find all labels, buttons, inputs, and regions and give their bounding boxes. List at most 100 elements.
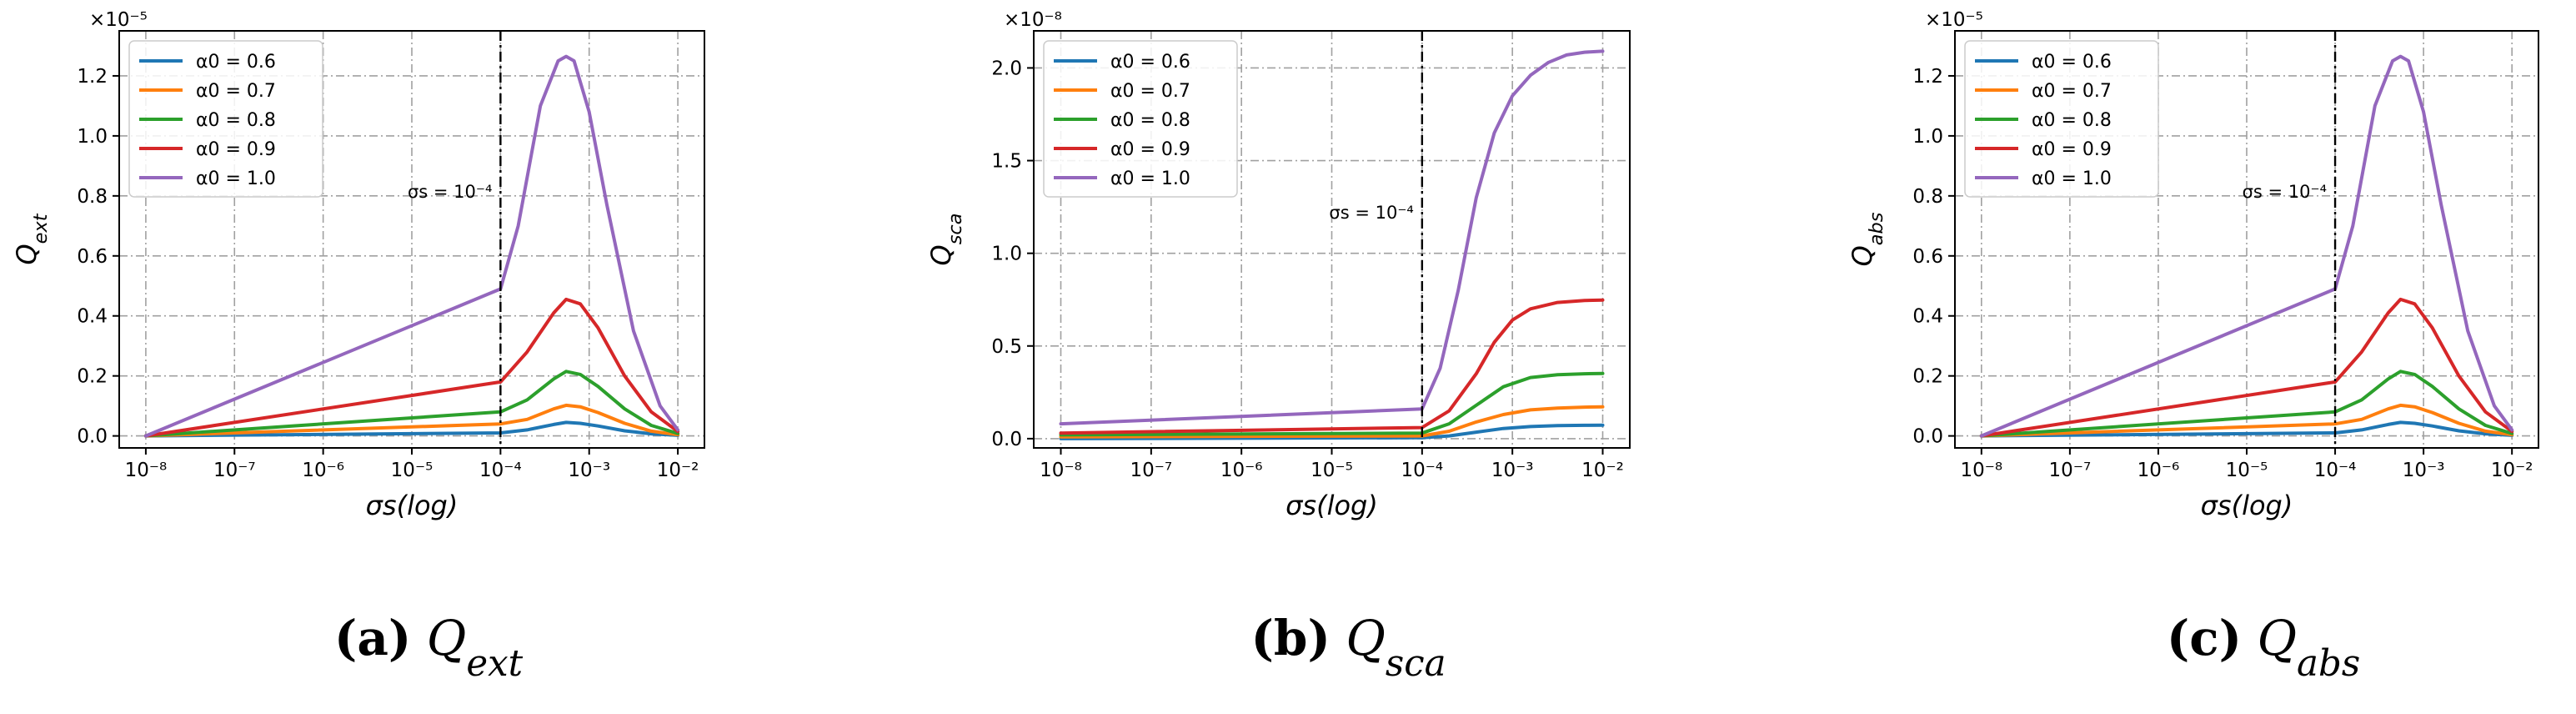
caption-letter: (a)	[334, 610, 411, 666]
scale-label: ×10⁻⁵	[1925, 9, 1983, 31]
legend: α0 = 0.6 α0 = 0.7 α0 = 0.8 α0 = 0.9 α0 = 1.0	[1964, 40, 2159, 198]
legend-box	[128, 40, 323, 198]
threshold-label: σs = 10⁻⁴	[408, 182, 492, 202]
y-tick-label: 1.0	[1912, 126, 1943, 148]
legend-label: α0 = 1.0	[196, 168, 276, 189]
y-axis-title: Qabs	[1847, 212, 1887, 266]
y-axis-title: Qext	[11, 213, 52, 264]
legend-label: α0 = 0.6	[1110, 52, 1190, 73]
y-tick-label: 0.0	[991, 429, 1022, 450]
legend-label: α0 = 1.0	[2032, 168, 2112, 189]
x-tick-label: 10⁻⁸	[1040, 460, 1082, 481]
panel-caption: (a) Qext	[334, 610, 524, 685]
legend-label: α0 = 0.9	[2032, 139, 2112, 160]
legend-box	[1043, 40, 1238, 198]
x-tick-label: 10⁻²	[1581, 460, 1624, 481]
series-line-5	[1979, 54, 2514, 438]
series-line-4	[143, 297, 680, 438]
x-tick-label: 10⁻⁸	[125, 460, 168, 481]
x-tick-label: 10⁻²	[2491, 460, 2533, 481]
legend-label: α0 = 0.8	[196, 110, 276, 131]
legend-label: α0 = 0.9	[1110, 139, 1190, 160]
legend-label: α0 = 0.7	[196, 81, 276, 102]
y-tick-label: 0.4	[1912, 306, 1943, 328]
y-tick-label: 0.0	[1912, 426, 1943, 448]
panel-b: σs = 10⁻⁴ 10⁻⁸ 10⁻⁷ 10⁻⁶ 10⁻⁵ 10⁻⁴ 10⁻³ 10⁻² 0.0…	[925, 9, 1631, 685]
x-tick-label: 10⁻⁷	[213, 460, 256, 481]
series-line-3	[143, 370, 680, 438]
x-tick-label: 10⁻³	[568, 460, 610, 481]
y-tick-label: 0.6	[1912, 246, 1943, 268]
x-tick-label: 10⁻⁴	[1401, 460, 1444, 481]
series-line-1	[1059, 423, 1605, 440]
series-line-1	[143, 420, 680, 438]
series-line-4	[1979, 297, 2514, 438]
x-tick-label: 10⁻³	[2403, 460, 2445, 481]
legend-label: α0 = 0.6	[196, 52, 276, 73]
series-line-3	[1059, 371, 1605, 437]
y-tick-label: 1.5	[991, 151, 1022, 173]
series-line-2	[1979, 403, 2514, 438]
legend-box	[1964, 40, 2159, 198]
legend: α0 = 0.6 α0 = 0.7 α0 = 0.8 α0 = 0.9 α0 = 1.0	[128, 40, 323, 198]
panel-caption: (b) Qsca	[1250, 610, 1446, 685]
x-tick-label: 10⁻⁶	[302, 460, 344, 481]
threshold-label: σs = 10⁻⁴	[1329, 203, 1413, 223]
x-tick-label: 10⁻⁶	[2137, 460, 2180, 481]
x-tick-label: 10⁻⁴	[479, 460, 522, 481]
caption-symbol: Q	[427, 610, 467, 666]
y-tick-label: 1.0	[991, 244, 1022, 265]
y-tick-label: 0.0	[77, 426, 108, 448]
series-line-2	[143, 403, 680, 438]
x-tick-label: 10⁻⁸	[1960, 460, 2002, 481]
panel-c: σs = 10⁻⁴ 10⁻⁸ 10⁻⁷ 10⁻⁶ 10⁻⁵ 10⁻⁴ 10⁻³ 10⁻² 0.0…	[1847, 9, 2539, 685]
legend: α0 = 0.6 α0 = 0.7 α0 = 0.8 α0 = 0.9 α0 = 1.0	[1043, 40, 1238, 198]
series-line-2	[1059, 405, 1605, 439]
x-tick-label: 10⁻²	[657, 460, 699, 481]
x-tick-label: 10⁻³	[1491, 460, 1534, 481]
series-line-5	[1059, 49, 1605, 426]
caption-letter: (b)	[1250, 610, 1330, 666]
x-axis-title: σs(log)	[2201, 490, 2293, 521]
x-tick-label: 10⁻⁵	[2226, 460, 2268, 481]
y-tick-label: 0.6	[77, 246, 108, 268]
legend-label: α0 = 0.7	[2032, 81, 2112, 102]
x-tick-label: 10⁻⁷	[2049, 460, 2092, 481]
scale-label: ×10⁻⁸	[1004, 9, 1062, 31]
caption-symbol: Q	[1346, 610, 1386, 666]
y-tick-label: 0.8	[77, 186, 108, 208]
legend-label: α0 = 0.6	[2032, 52, 2112, 73]
caption-symbol: Q	[2257, 610, 2297, 666]
y-tick-label: 1.2	[77, 66, 108, 88]
y-tick-label: 0.2	[77, 366, 108, 388]
y-tick-label: 1.2	[1912, 66, 1943, 88]
x-axis-title: σs(log)	[366, 490, 459, 521]
legend-label: α0 = 0.8	[2032, 110, 2112, 131]
y-tick-label: 1.0	[77, 126, 108, 148]
legend-label: α0 = 0.8	[1110, 110, 1190, 131]
x-tick-label: 10⁻⁴	[2314, 460, 2357, 481]
legend-label: α0 = 0.9	[196, 139, 276, 160]
panel-caption: (c) Qabs	[2167, 610, 2360, 685]
series-line-3	[1979, 370, 2514, 438]
x-tick-label: 10⁻⁷	[1130, 460, 1173, 481]
x-tick-label: 10⁻⁵	[1311, 460, 1353, 481]
legend-label: α0 = 1.0	[1110, 168, 1190, 189]
y-tick-label: 0.2	[1912, 366, 1943, 388]
panel-a: σs = 10⁻⁴ 10⁻⁸ 10⁻⁷ 10⁻⁶ 10⁻⁵ 10⁻⁴ 10⁻³ 10⁻² 0.0…	[11, 9, 705, 685]
threshold-label: σs = 10⁻⁴	[2243, 182, 2327, 202]
y-axis-title: Qsca	[925, 214, 966, 266]
y-tick-label: 0.8	[1912, 186, 1943, 208]
series-line-4	[1059, 298, 1605, 435]
caption-letter: (c)	[2167, 610, 2242, 666]
x-axis-title: σs(log)	[1285, 490, 1378, 521]
x-tick-label: 10⁻⁶	[1220, 460, 1263, 481]
y-tick-label: 0.5	[991, 336, 1022, 358]
y-tick-label: 2.0	[991, 58, 1022, 79]
legend-label: α0 = 0.7	[1110, 81, 1190, 102]
x-tick-label: 10⁻⁵	[391, 460, 434, 481]
series-line-5	[143, 54, 680, 438]
y-tick-label: 0.4	[77, 306, 108, 328]
scale-label: ×10⁻⁵	[89, 9, 148, 31]
